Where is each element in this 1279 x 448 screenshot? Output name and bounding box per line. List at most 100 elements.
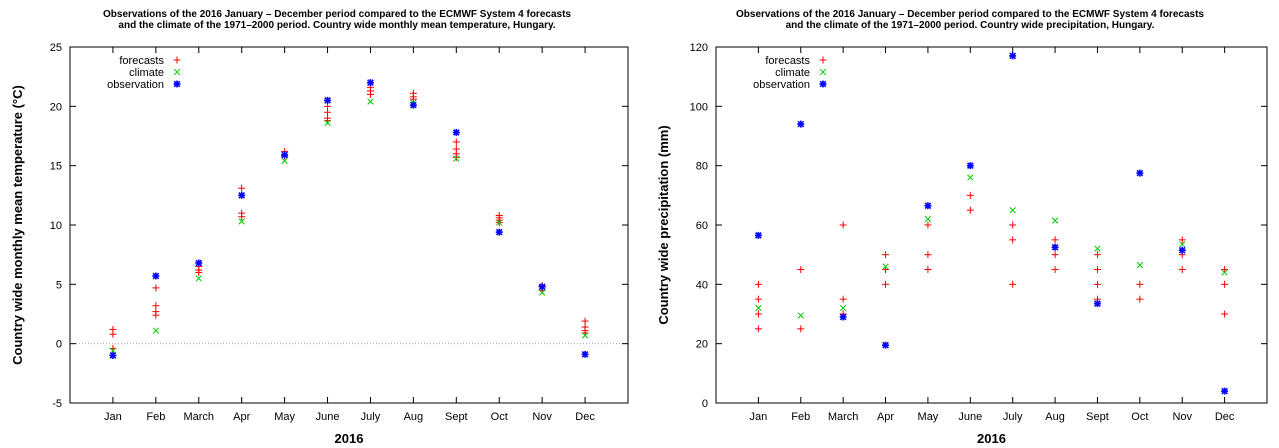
x-tick-label: May: [918, 411, 939, 423]
forecasts-point: [1221, 310, 1229, 318]
x-tick-label: Sept: [1086, 411, 1109, 423]
forecasts-point: [195, 268, 203, 276]
forecasts-point: [238, 184, 246, 192]
x-tick-label: Dec: [1215, 411, 1235, 423]
observation-point: [1009, 52, 1017, 60]
observation-point: [924, 202, 932, 210]
climate-point: [367, 98, 374, 105]
observation-point: [1136, 169, 1144, 177]
observation-point: [366, 79, 374, 87]
legend-label-climate: climate: [129, 67, 164, 79]
forecasts-point: [924, 266, 932, 273]
plot-frame: [69, 46, 629, 404]
climate-point: [1136, 261, 1143, 269]
climate-point: [840, 304, 847, 312]
y-tick-label: 100: [690, 101, 708, 113]
climate-point: [882, 263, 889, 270]
chart-title-line: Observations of the 2016 January – Decem…: [736, 9, 1204, 20]
observation-point: [1051, 243, 1059, 251]
forecasts-point: [797, 325, 805, 333]
x-tick-label: Dec: [575, 411, 595, 423]
y-tick-label: -5: [52, 398, 62, 410]
x-tick-label: Apr: [233, 411, 250, 423]
x-tick-label: Oct: [491, 411, 508, 423]
forecasts-point: [754, 310, 762, 318]
observation-point: [581, 350, 589, 358]
observation-point: [195, 259, 203, 267]
forecasts-point: [1221, 280, 1229, 288]
y-tick-label: 25: [50, 42, 62, 54]
forecasts-point: [924, 251, 932, 259]
x-tick-label: Aug: [404, 411, 424, 423]
legend-label-forecasts: forecasts: [119, 55, 164, 67]
x-axis-label: 2016: [335, 431, 364, 446]
y-tick-label: 60: [696, 220, 708, 232]
forecasts-point: [1051, 266, 1059, 273]
forecasts-point: [1051, 236, 1059, 244]
forecasts-point: [366, 90, 374, 98]
climate-point: [539, 289, 546, 296]
observation-point: [495, 228, 503, 236]
forecasts-point: [1136, 295, 1144, 303]
forecasts-point: [1093, 266, 1101, 273]
x-tick-label: Aug: [1045, 411, 1065, 423]
forecasts-point: [1178, 236, 1186, 244]
climate-point: [496, 219, 503, 226]
forecasts-point: [1136, 280, 1144, 288]
legend-marker-forecasts: [819, 56, 827, 64]
y-tick-label: 10: [50, 220, 62, 232]
forecasts-point: [152, 284, 160, 292]
forecasts-point: [324, 102, 332, 110]
observation-point: [1178, 246, 1186, 254]
y-tick-label: 15: [50, 161, 62, 173]
x-tick-label: Jan: [750, 411, 768, 423]
legend-marker-forecasts: [173, 56, 181, 64]
forecasts-point: [839, 295, 847, 303]
x-tick-label: Feb: [146, 411, 165, 423]
x-axis-label: 2016: [977, 431, 1006, 446]
observation-point: [538, 283, 546, 291]
y-tick-label: 80: [696, 161, 708, 173]
y-tick-label: 5: [56, 279, 62, 291]
forecasts-point: [152, 302, 160, 310]
climate-point: [924, 215, 932, 223]
x-tick-label: March: [183, 411, 214, 423]
observation-point: [452, 128, 460, 136]
observation-point: [238, 191, 246, 199]
forecasts-point: [966, 191, 974, 199]
observation-point: [797, 120, 805, 128]
forecasts-point: [238, 213, 246, 221]
observation-point: [109, 352, 117, 360]
climate-point: [967, 174, 974, 181]
y-tick-label: 0: [702, 398, 708, 410]
y-tick-label: 120: [690, 42, 708, 54]
forecasts-point: [1178, 266, 1186, 273]
climate-point: [195, 275, 202, 282]
climate-point: [1179, 241, 1186, 248]
x-tick-label: Feb: [791, 411, 810, 423]
forecasts-point: [324, 108, 332, 116]
climate-point: [453, 155, 460, 162]
legend-label-observation: observation: [107, 79, 164, 91]
observation-point: [324, 96, 332, 104]
x-tick-label: May: [274, 411, 295, 423]
x-tick-label: Oct: [1131, 411, 1148, 423]
forecasts-point: [966, 206, 974, 214]
observation-point: [1093, 300, 1101, 308]
x-tick-label: Sept: [445, 411, 468, 423]
forecasts-point: [152, 311, 160, 319]
x-tick-label: July: [1003, 411, 1023, 423]
forecasts-point: [109, 330, 117, 338]
temperature-chart: Observations of the 2016 January – Decem…: [10, 9, 629, 446]
forecasts-point: [1009, 280, 1017, 288]
x-tick-label: Jan: [104, 411, 122, 423]
forecasts-point: [754, 280, 762, 288]
forecasts-point: [452, 138, 460, 146]
chart-title-line: Observations of the 2016 January – Decem…: [103, 9, 571, 20]
observation-point: [152, 272, 160, 280]
legend-marker-climate: [819, 68, 827, 76]
forecasts-point: [882, 251, 890, 259]
legend-label-climate: climate: [775, 67, 810, 79]
climate-point: [1009, 207, 1016, 214]
x-tick-label: July: [361, 411, 381, 423]
